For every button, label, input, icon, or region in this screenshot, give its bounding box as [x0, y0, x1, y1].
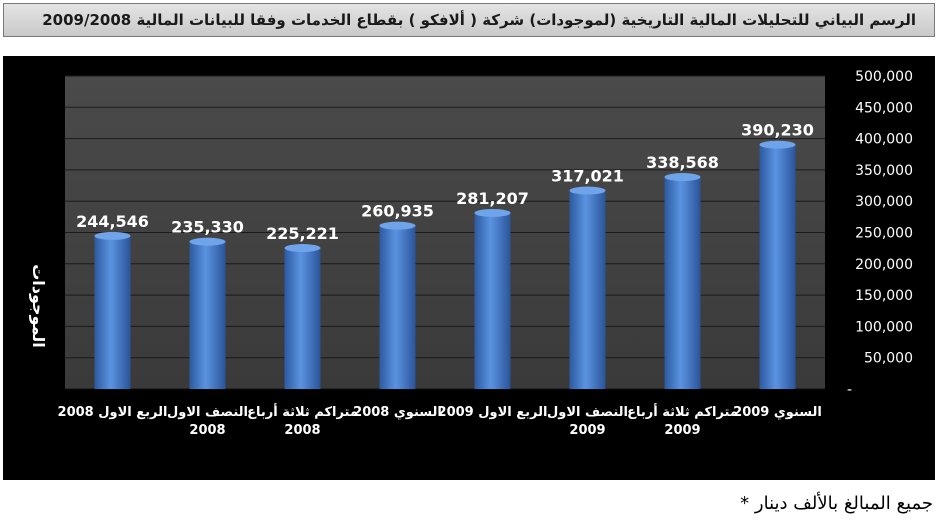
data-label: 338,568 — [646, 153, 719, 172]
bars — [94, 140, 796, 389]
x-tick-label: 2009 — [569, 423, 605, 438]
bar — [759, 144, 796, 389]
title-bar: الرسم البياني للتحليلات المالية التاريخي… — [3, 3, 935, 37]
x-tick-label: الربع الاول 2009 — [438, 405, 548, 420]
bar-top — [379, 221, 416, 230]
data-labels: 244,546 235,330 225,221 260,935 281,207 317,0… — [76, 121, 814, 243]
bar-chart: 244,546 235,330 225,221 260,935 281,207 317,0… — [29, 69, 913, 438]
y-tick-label: - — [847, 382, 852, 398]
bar — [94, 235, 131, 389]
bar — [284, 248, 321, 389]
data-label: 260,935 — [361, 202, 434, 221]
data-label: 390,230 — [741, 121, 814, 140]
x-tick-label: 2008 — [189, 423, 225, 438]
bar — [474, 212, 511, 389]
bar-top — [759, 140, 796, 149]
y-tick-label: 400,000 — [855, 132, 913, 148]
y-tick-label: 250,000 — [855, 226, 913, 242]
y-tick-label: 300,000 — [855, 194, 913, 210]
bar-top — [664, 173, 701, 182]
bar — [569, 190, 606, 389]
bar-top — [284, 244, 321, 253]
x-tick-label: 2008 — [284, 423, 320, 438]
y-tick-label: 350,000 — [855, 163, 913, 179]
x-tick-label: السنوي 2008 — [353, 405, 442, 420]
bar-top — [189, 237, 226, 246]
y-tick-label: 200,000 — [855, 257, 913, 273]
y-tick-label: 150,000 — [855, 288, 913, 304]
x-tick-label: 2009 — [664, 423, 700, 438]
x-tick-label: متراكم ثلاثة أرباع — [627, 403, 738, 420]
bar — [379, 225, 416, 389]
bar-top — [94, 231, 131, 240]
data-label: 244,546 — [76, 212, 149, 231]
data-label: 317,021 — [551, 167, 624, 186]
data-label: 281,207 — [456, 189, 529, 208]
x-tick-label: النصف الاول — [167, 405, 248, 420]
bar — [189, 241, 226, 389]
x-tick-label: متراكم ثلاثة أرباع — [247, 403, 358, 420]
chart-panel: 244,546 235,330 225,221 260,935 281,207 317,0… — [3, 56, 935, 480]
y-tick-label: 450,000 — [855, 100, 913, 116]
y-tick-labels: -50,000 100,000 150,000 200,000 250,000 300,0… — [847, 69, 913, 398]
data-label: 225,221 — [266, 224, 339, 243]
y-tick-label: 100,000 — [855, 319, 913, 335]
y-tick-label: 50,000 — [864, 351, 913, 367]
y-axis-label: الموجودات — [29, 264, 48, 348]
bar-top — [474, 208, 511, 217]
y-tick-label: 500,000 — [855, 69, 913, 85]
x-tick-label: الربع الاول 2008 — [58, 405, 168, 420]
bar — [664, 177, 701, 389]
chart-title: الرسم البياني للتحليلات المالية التاريخي… — [42, 11, 916, 29]
x-tick-label: السنوي 2009 — [733, 405, 822, 420]
data-label: 235,330 — [171, 218, 244, 237]
bar-top — [569, 186, 606, 195]
footnote: جميع المبالغ بالألف دينار * — [740, 493, 933, 514]
x-tick-label: النصف الاول — [547, 405, 628, 420]
